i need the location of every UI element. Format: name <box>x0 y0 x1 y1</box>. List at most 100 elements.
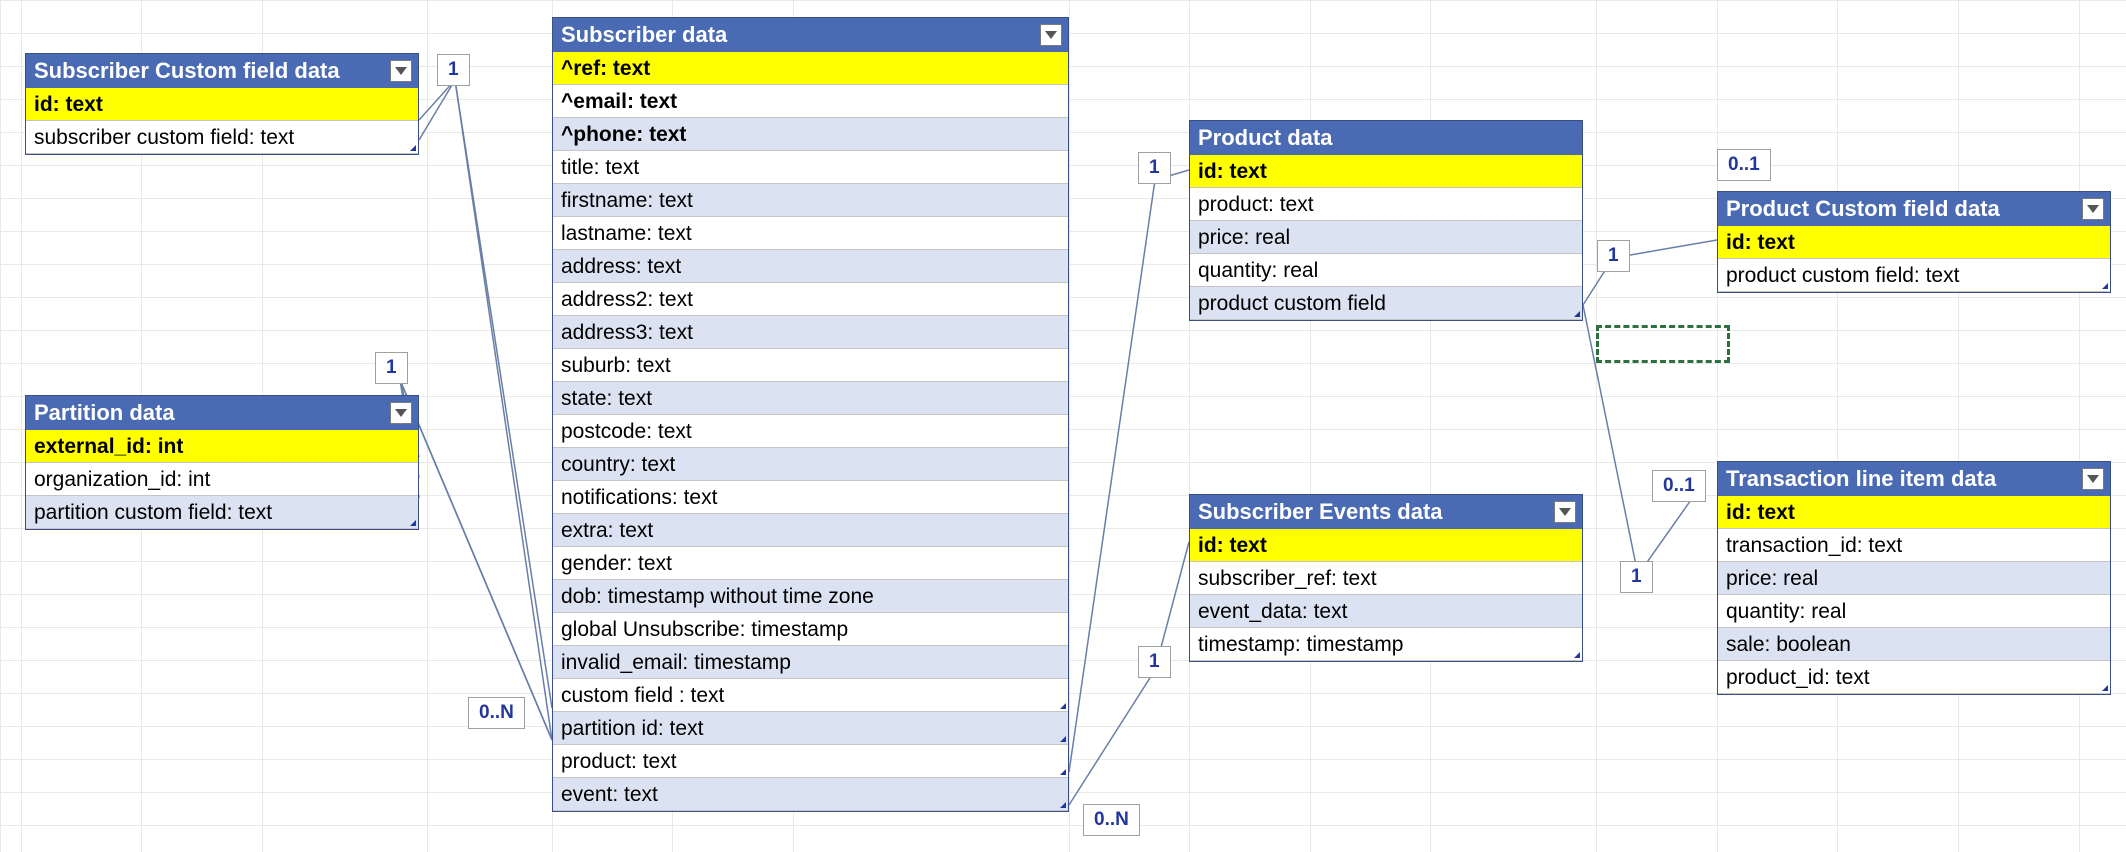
entity-title-label: Subscriber Custom field data <box>34 58 340 84</box>
entity-title-partition: Partition data <box>26 396 418 430</box>
link-corner-icon <box>1060 802 1066 808</box>
dropdown-subscriber_custom_field[interactable] <box>390 60 412 82</box>
cardinality-label: 1 <box>375 352 408 384</box>
entity-row-label: quantity: real <box>1726 600 1846 623</box>
entity-row-label: ^phone: text <box>561 123 686 146</box>
entity-title-transaction_line_item: Transaction line item data <box>1718 462 2110 496</box>
selected-cell-outline <box>1596 325 1730 363</box>
entity-row: product: text <box>1190 188 1582 221</box>
link-corner-icon <box>1060 703 1066 709</box>
entity-title-label: Subscriber data <box>561 22 727 48</box>
entity-subscriber_events: Subscriber Events dataid: textsubscriber… <box>1189 494 1583 662</box>
entity-row: extra: text <box>553 514 1068 547</box>
entity-row: custom field : text <box>553 679 1068 712</box>
dropdown-product_custom_field[interactable] <box>2082 198 2104 220</box>
entity-partition: Partition dataexternal_id: intorganizati… <box>25 395 419 530</box>
entity-row-label: id: text <box>34 93 103 116</box>
entity-row: id: text <box>1190 155 1582 188</box>
entity-row-label: id: text <box>1198 160 1267 183</box>
cardinality-label: 1 <box>1597 240 1630 272</box>
entity-row-label: price: real <box>1726 567 1818 590</box>
entity-row-label: subscriber_ref: text <box>1198 567 1377 590</box>
entity-row-label: gender: text <box>561 552 672 575</box>
link-corner-icon <box>1574 311 1580 317</box>
link-corner-icon <box>1060 769 1066 775</box>
entity-row-label: product custom field: text <box>1726 264 1959 287</box>
entity-row: price: real <box>1718 562 2110 595</box>
cardinality-label: 1 <box>1138 646 1171 678</box>
cardinality-label: 0..N <box>468 697 525 729</box>
entity-row: sale: boolean <box>1718 628 2110 661</box>
entity-row: state: text <box>553 382 1068 415</box>
entity-title-label: Product data <box>1198 125 1332 151</box>
entity-row-label: id: text <box>1726 501 1795 524</box>
entity-row: suburb: text <box>553 349 1068 382</box>
dropdown-partition[interactable] <box>390 402 412 424</box>
entity-row: product: text <box>553 745 1068 778</box>
entity-row-label: address3: text <box>561 321 693 344</box>
entity-row-label: product: text <box>1198 193 1314 216</box>
entity-row: event_data: text <box>1190 595 1582 628</box>
entity-row-label: partition custom field: text <box>34 501 272 524</box>
entity-row: id: text <box>1190 529 1582 562</box>
entity-row-label: id: text <box>1198 534 1267 557</box>
entity-row-label: suburb: text <box>561 354 671 377</box>
entity-row: product custom field <box>1190 287 1582 320</box>
dropdown-subscriber[interactable] <box>1040 24 1062 46</box>
entity-row-label: subscriber custom field: text <box>34 126 294 149</box>
entity-title-subscriber: Subscriber data <box>553 18 1068 52</box>
dropdown-subscriber_events[interactable] <box>1554 501 1576 523</box>
entity-row-label: id: text <box>1726 231 1795 254</box>
entity-row: partition id: text <box>553 712 1068 745</box>
entity-transaction_line_item: Transaction line item data id: text transa… <box>1717 461 2111 695</box>
entity-row-label: address2: text <box>561 288 693 311</box>
entity-title-label: Product Custom field data <box>1726 196 2000 222</box>
entity-row: quantity: real <box>1190 254 1582 287</box>
entity-row: subscriber_ref: text <box>1190 562 1582 595</box>
entity-row: global Unsubscribe: timestamp <box>553 613 1068 646</box>
entity-row-label: product: text <box>561 750 677 773</box>
entity-row: event: text <box>553 778 1068 811</box>
cardinality-label: 1 <box>1620 561 1653 593</box>
cardinality-label: 0..1 <box>1717 149 1771 181</box>
entity-row: transaction_id: text <box>1718 529 2110 562</box>
entity-row-label: global Unsubscribe: timestamp <box>561 618 848 641</box>
entity-row: price: real <box>1190 221 1582 254</box>
entity-subscriber: Subscriber data ^ref: text ^email: text ^ph… <box>552 17 1069 812</box>
entity-row: address2: text <box>553 283 1068 316</box>
entity-product_custom_field: Product Custom field data id: text product… <box>1717 191 2111 293</box>
cardinality-text: 1 <box>386 357 397 378</box>
dropdown-transaction_line_item[interactable] <box>2082 468 2104 490</box>
entity-row: ^email: text <box>553 85 1068 118</box>
entity-row-label: partition id: text <box>561 717 703 740</box>
link-corner-icon <box>2102 283 2108 289</box>
entity-row-label: ^email: text <box>561 90 677 113</box>
entity-row: id: text <box>26 88 418 121</box>
link-corner-icon <box>410 145 416 151</box>
entity-row-label: extra: text <box>561 519 653 542</box>
entity-row: gender: text <box>553 547 1068 580</box>
cardinality-label: 1 <box>1138 152 1171 184</box>
entity-row-label: state: text <box>561 387 652 410</box>
cardinality-text: 1 <box>1608 245 1619 266</box>
entity-row: invalid_email: timestamp <box>553 646 1068 679</box>
entity-row: country: text <box>553 448 1068 481</box>
cardinality-text: 0..1 <box>1663 475 1695 496</box>
entity-row-label: transaction_id: text <box>1726 534 1902 557</box>
entity-row: lastname: text <box>553 217 1068 250</box>
entity-row: timestamp: timestamp <box>1190 628 1582 661</box>
entity-title-label: Partition data <box>34 400 175 426</box>
entity-row-label: dob: timestamp without time zone <box>561 585 874 608</box>
cardinality-text: 1 <box>1631 566 1642 587</box>
entity-row: address3: text <box>553 316 1068 349</box>
entity-row: ^ref: text <box>553 52 1068 85</box>
cardinality-text: 1 <box>1149 651 1160 672</box>
cardinality-text: 0..N <box>1094 809 1129 830</box>
entity-row: firstname: text <box>553 184 1068 217</box>
link-corner-icon <box>410 520 416 526</box>
entity-subscriber_custom_field: Subscriber Custom field data id: text subs… <box>25 53 419 155</box>
entity-row-label: timestamp: timestamp <box>1198 633 1403 656</box>
cardinality-label: 0..1 <box>1652 470 1706 502</box>
link-corner-icon <box>2102 685 2108 691</box>
entity-row: id: text <box>1718 496 2110 529</box>
